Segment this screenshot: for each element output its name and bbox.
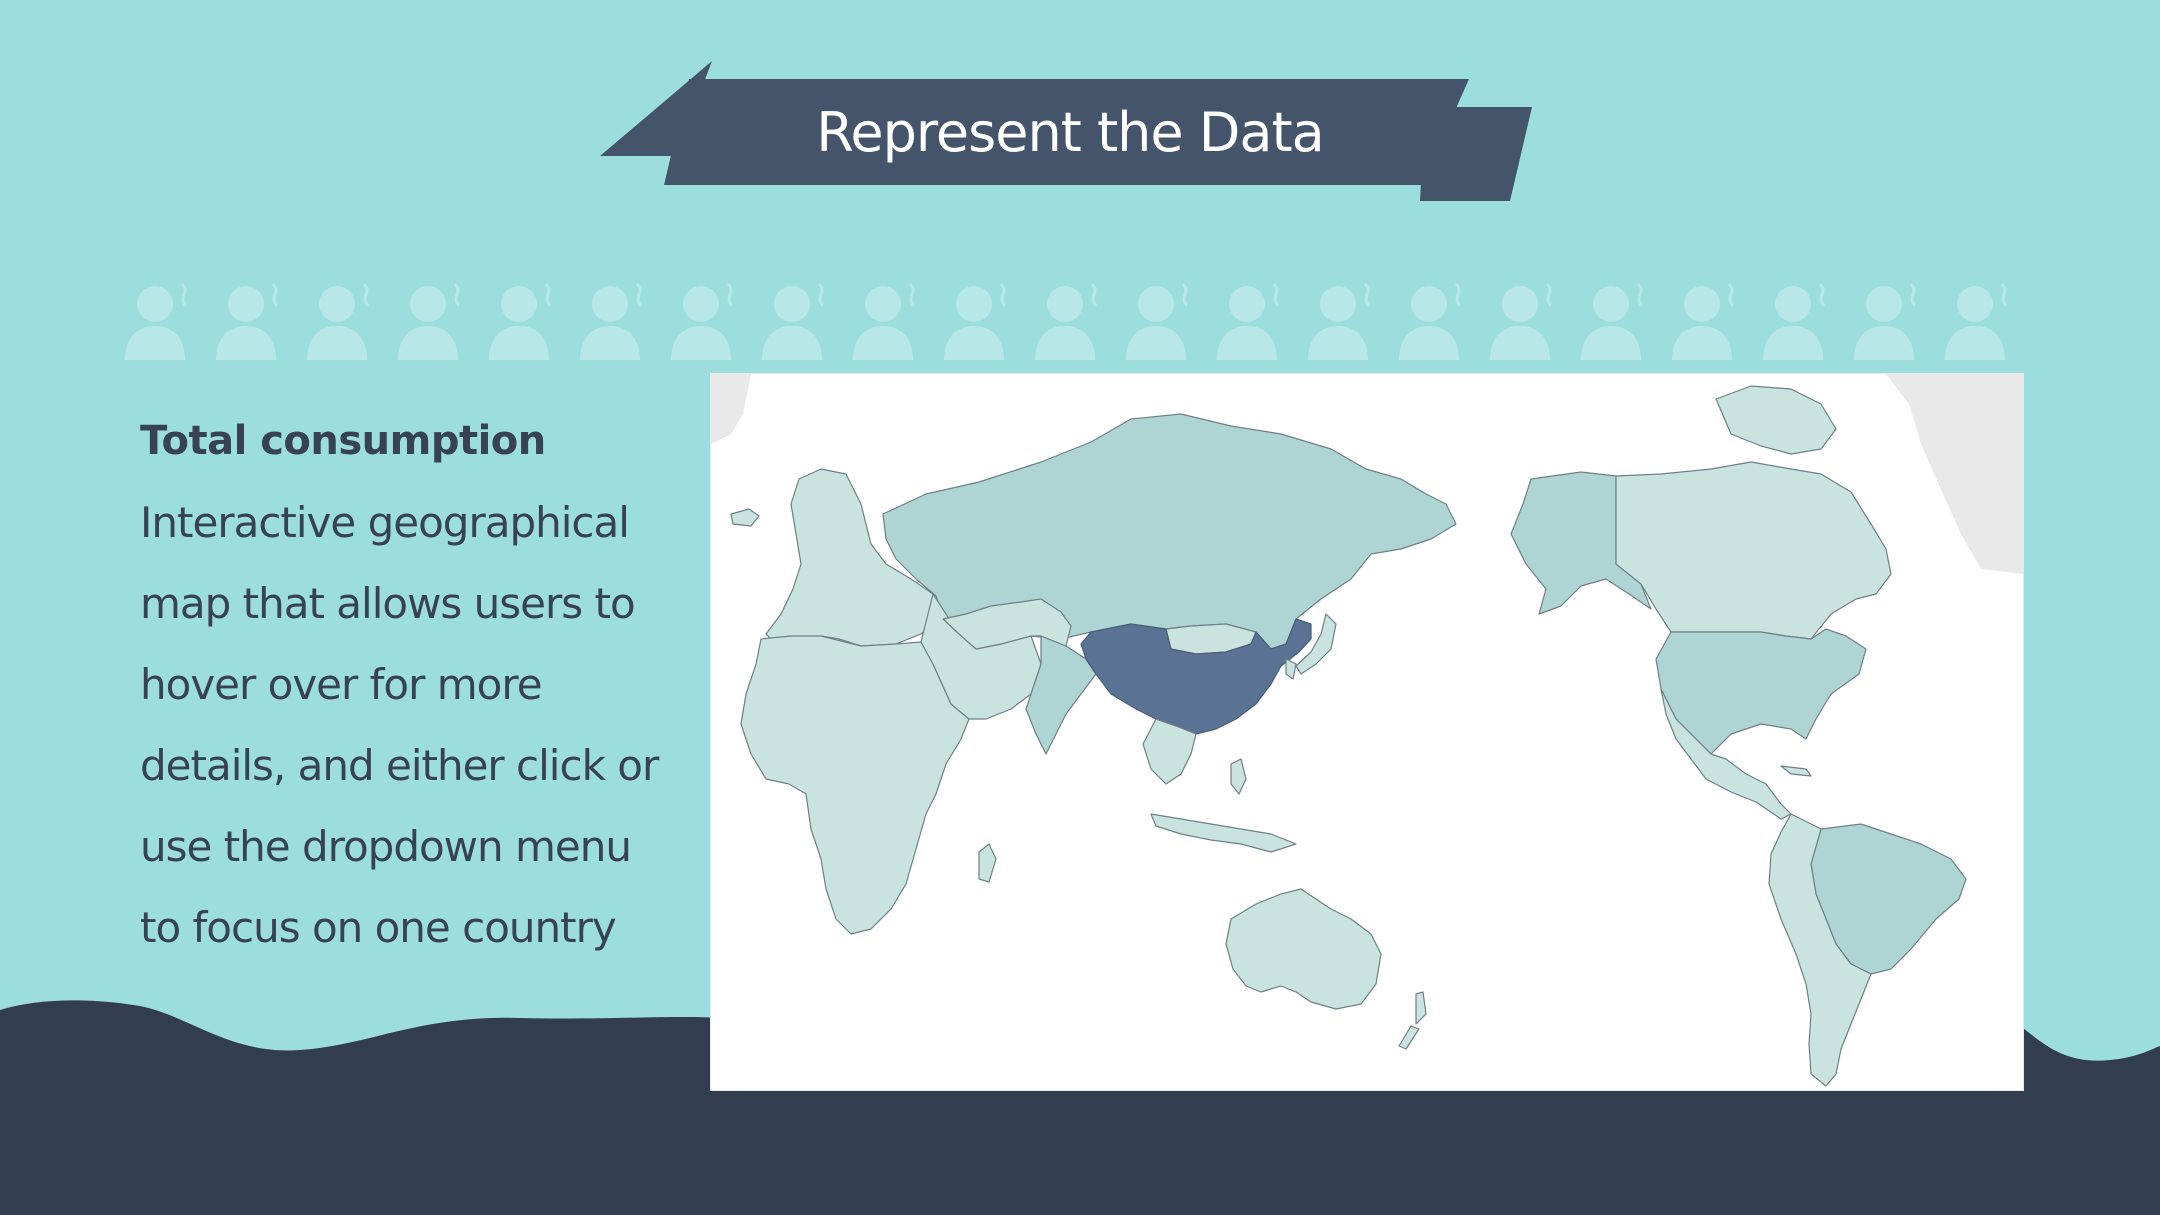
country-caribbean[interactable] [1780,765,1812,777]
person-smoking-icon [125,282,188,360]
slide-title: Represent the Data [816,101,1324,164]
country-south-america-west[interactable] [1768,813,1872,1087]
person-smoking-icon [1763,282,1826,360]
country-japan[interactable] [1295,613,1337,675]
country-central-asia[interactable] [942,598,1072,650]
person-smoking-icon [1217,282,1280,360]
person-smoking-icon [1672,282,1735,360]
person-smoking-icon [944,282,1007,360]
country-southeast-asia[interactable] [1142,718,1197,785]
world-map-panel[interactable] [710,373,2024,1091]
country-greenland-island[interactable] [1715,385,1837,455]
arctic-region-left [711,374,751,444]
world-map[interactable] [711,374,2023,1090]
country-canada[interactable] [1615,461,1892,640]
country-korea[interactable] [1285,658,1297,680]
person-smoking-icon [1035,282,1098,360]
person-smoking-icon [671,282,734,360]
person-smoking-icon [1945,282,2008,360]
greenland-region[interactable] [1886,374,2023,574]
person-smoking-icon [1308,282,1371,360]
description-block: Total consumption Interactive geographic… [140,400,680,968]
country-china[interactable] [1080,618,1312,735]
person-smoking-icon [307,282,370,360]
ribbon-body [664,79,1469,185]
section-heading: Total consumption [140,418,546,464]
person-smoking-icon [1854,282,1917,360]
person-smoking-icon [398,282,461,360]
person-smoking-icon [853,282,916,360]
person-smoking-icon [1581,282,1644,360]
person-smoking-icon [1399,282,1462,360]
section-description: Interactive geographical map that allows… [140,498,659,952]
person-smoking-icon [489,282,552,360]
country-philippines[interactable] [1230,758,1247,795]
person-smoking-icon [580,282,643,360]
person-smoking-icon [762,282,825,360]
ribbon-right-tail [1420,107,1532,201]
country-africa[interactable] [740,635,970,935]
country-iceland[interactable] [730,508,760,527]
country-madagascar[interactable] [978,843,997,883]
background-icon-pattern [125,282,2008,360]
title-ribbon [600,61,1532,201]
person-smoking-icon [216,282,279,360]
country-new-zealand[interactable] [1398,991,1427,1050]
person-smoking-icon [1490,282,1553,360]
country-australia[interactable] [1225,888,1382,1010]
country-indonesia[interactable] [1150,813,1297,853]
person-smoking-icon [1126,282,1189,360]
